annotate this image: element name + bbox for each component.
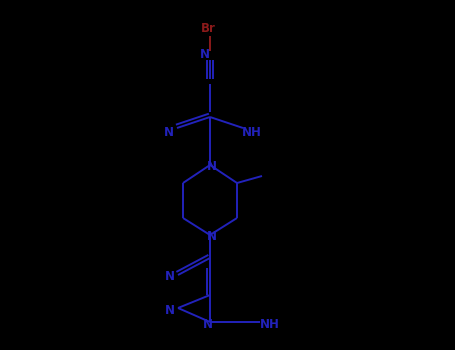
Text: Br: Br xyxy=(201,21,215,35)
Text: NH: NH xyxy=(242,126,262,140)
Text: NH: NH xyxy=(260,317,280,330)
Text: N: N xyxy=(165,303,175,316)
Text: N: N xyxy=(200,49,210,62)
Text: N: N xyxy=(207,231,217,244)
Text: N: N xyxy=(207,161,217,174)
Text: N: N xyxy=(164,126,174,140)
Text: N: N xyxy=(165,271,175,284)
Text: N: N xyxy=(203,317,213,330)
